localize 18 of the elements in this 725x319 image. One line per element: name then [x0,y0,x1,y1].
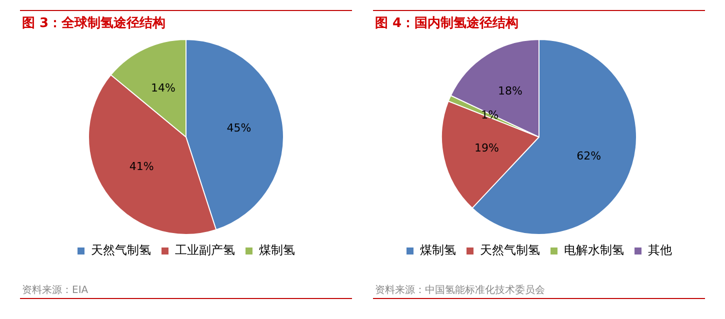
text: 资料来源：EIA [22,284,88,297]
chart-title: 图 3：全球制氢途径结构 [22,15,166,32]
legend-label: 煤制氢 [259,243,295,258]
chart-title: 图 4：国内制氢途径结构 [375,15,519,32]
data-label: 45% [226,121,252,134]
data-label: 1% [481,108,499,122]
legend-label: 其他 [648,243,672,258]
data-label: 62% [576,150,602,163]
data-label: 41% [129,160,154,173]
legend-label: 天然气制氢 [91,243,151,258]
legend-label: 电解水制氢 [564,243,624,258]
data-label: 19% [474,142,499,155]
text: 资料来源：中国氢能标准化技术委员会 [375,284,545,297]
legend-label: 天然气制氢 [480,243,540,258]
data-label: 14% [150,81,176,94]
data-label: 18% [498,84,522,98]
legend-label: 工业副产氢 [175,243,235,258]
legend-label: 煤制氢 [420,243,456,258]
